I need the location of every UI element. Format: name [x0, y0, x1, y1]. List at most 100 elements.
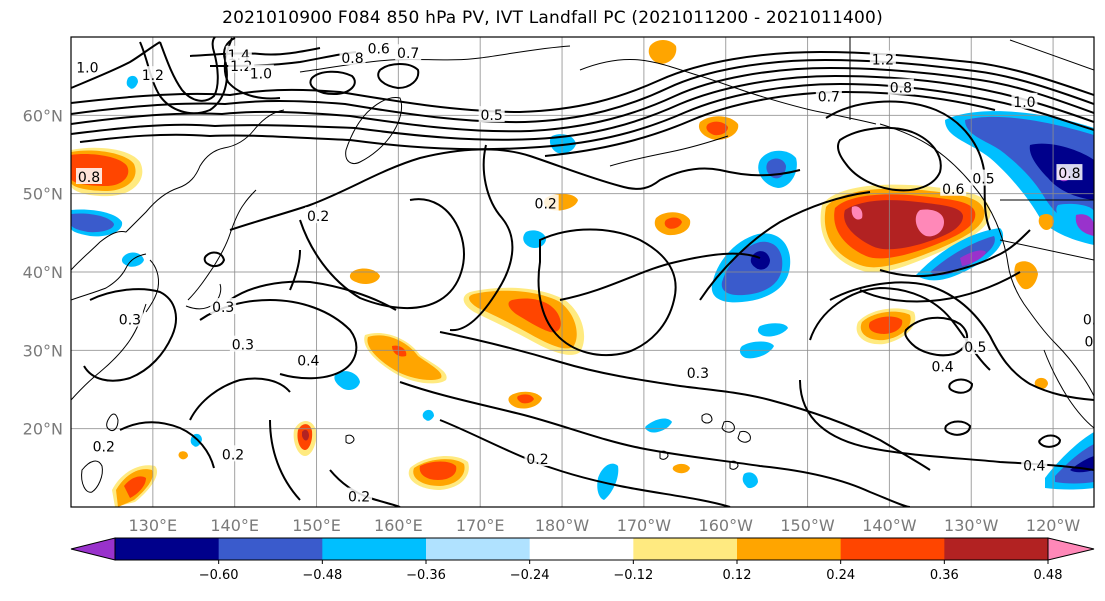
pv-contour-band-5	[79, 82, 1094, 151]
pv-contour-sw-4	[189, 377, 291, 421]
shade-positive-167e-3	[419, 461, 457, 480]
contour-label-19: 0.3	[116, 310, 143, 329]
map-frame	[70, 36, 1095, 508]
pv-contour-ne-2	[837, 126, 942, 192]
shade-small-4	[706, 121, 728, 136]
contour-label-bg	[1056, 164, 1083, 181]
latitude-labels: 60°N 50°N 40°N 30°N 20°N	[23, 106, 63, 438]
colorbar-tick-label-6: 0.24	[826, 568, 855, 583]
contour-label-bg	[524, 450, 551, 466]
pv-contour-band-2	[71, 58, 1094, 124]
contour-label-text: 0.2	[307, 209, 329, 225]
contour-labels: 1.41.21.01.0 1.20.80.6 0.70.51.20.80.7 1.00…	[74, 39, 1094, 506]
shade-small-23	[742, 472, 758, 489]
colorbar-tick-label-8: 0.48	[1034, 568, 1063, 583]
contour-label-text: 0.8	[1058, 166, 1080, 182]
shade-small-5	[648, 40, 677, 64]
colorbar-tick-label-5: 0.12	[723, 568, 752, 583]
lat-label-0: 60°N	[23, 106, 63, 125]
lon-label-11: 120°W	[1026, 516, 1081, 535]
contour-label-30: 0.4	[1021, 456, 1048, 474]
coast-nw-america	[879, 123, 1094, 397]
shade-small-14	[334, 371, 360, 390]
lon-label-4: 170°E	[456, 516, 505, 535]
contour-label-22: 0.4	[295, 351, 322, 369]
contour-label-text: 0.4	[931, 360, 953, 376]
contour-label-text: 0.3	[687, 366, 709, 382]
shade-small-21	[1038, 214, 1054, 230]
contour-label-14: 0.6	[940, 179, 967, 198]
colorbar-segment-5	[529, 538, 634, 560]
pv-contour-sw-6	[269, 419, 301, 501]
contour-label-28: 0.5	[962, 337, 989, 356]
contour-label-bg	[815, 87, 842, 104]
colorbar-segment-7	[737, 538, 842, 560]
lat-label-3: 30°N	[23, 341, 63, 360]
coast-philippines	[81, 460, 103, 493]
shade-positive-sw-3	[124, 476, 146, 498]
shade-negative-stripe-2	[930, 236, 995, 276]
shade-small-25	[126, 75, 138, 89]
lon-label-9: 140°W	[862, 516, 917, 535]
contour-label-text: 0.5	[972, 172, 994, 188]
contour-label-bg	[116, 310, 143, 327]
lon-label-7: 160°W	[699, 516, 754, 535]
pv-contour-west-8	[377, 63, 420, 90]
contour-label-bg	[970, 169, 997, 186]
contour-label-text: 1.0	[250, 67, 272, 83]
contour-label-bg	[346, 487, 373, 504]
shade-small-27	[422, 409, 434, 421]
contour-label-17: 0.2	[532, 194, 559, 213]
longitude-labels: 130°E 140°E 150°E 160°E 170°E 180°W 170°W 160°W…	[129, 516, 1081, 535]
contour-label-bg	[365, 39, 392, 56]
colorbar-frame	[114, 537, 1049, 561]
coast-kamchatka	[345, 97, 403, 164]
coast-korea	[145, 259, 159, 313]
contour-label-4: 1.2	[139, 66, 166, 84]
shade-small-9	[549, 134, 576, 154]
contour-label-bg	[929, 357, 956, 374]
pv-contour-pacific-1	[537, 228, 677, 357]
contour-label-bg	[90, 437, 117, 454]
contour-label-text: 0.2	[93, 439, 115, 455]
contour-label-text: 0.6	[942, 182, 964, 198]
contour-label-bg	[139, 66, 166, 83]
shade-negative-west-2	[71, 213, 114, 233]
contour-label-bg	[532, 194, 559, 211]
pv-contour-pacific-5	[439, 419, 731, 507]
coastlines	[71, 37, 1094, 493]
pv-contour-se-3	[799, 379, 1094, 471]
coast-islands-small	[345, 434, 739, 470]
contour-label-bg	[305, 207, 332, 224]
contour-label-text: 0.3	[119, 313, 141, 329]
contour-label-text: 0.6	[368, 42, 390, 58]
shade-small-24	[672, 463, 690, 474]
contour-label-bg	[210, 298, 237, 315]
contour-label-text: 0.8	[341, 51, 363, 67]
contour-label-1: 1.2	[228, 56, 255, 75]
contour-label-text: 0.4	[1023, 458, 1045, 474]
pv-contour-west-5	[189, 47, 321, 57]
colorbar-extend-min	[70, 537, 116, 561]
contour-label-bg	[1081, 310, 1094, 327]
contour-label-15: 0.8	[1056, 164, 1083, 182]
colorbar-segment-4	[426, 538, 531, 560]
contour-label-bg	[74, 58, 101, 75]
contour-label-12: 1.0	[1011, 92, 1038, 111]
lon-label-8: 150°W	[780, 516, 835, 535]
shade-positive-30n-3	[868, 316, 903, 334]
shade-small-19	[1014, 261, 1038, 290]
contour-label-18: 0.2	[305, 207, 332, 225]
lon-label-5: 180°W	[535, 516, 590, 535]
contour-label-text: 0.3	[232, 338, 254, 354]
contour-label-bg	[76, 168, 103, 184]
contour-label-bg	[887, 78, 914, 95]
contour-label-text: 0.5	[964, 340, 986, 356]
coast-borders-canada	[849, 37, 1094, 261]
shade-small-8	[664, 217, 682, 229]
contour-label-bg	[1011, 92, 1038, 109]
shade-small-20	[1034, 377, 1048, 390]
shade-small-15	[597, 463, 619, 500]
contour-label-bg	[395, 44, 422, 61]
